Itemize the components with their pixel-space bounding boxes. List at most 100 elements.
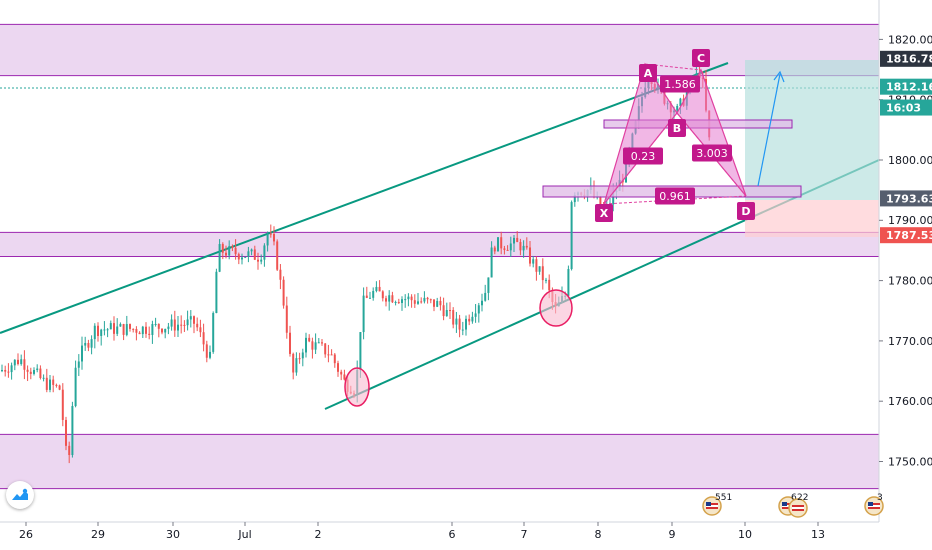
us-flag-event-icon[interactable]: 551 [702, 493, 732, 516]
candle [42, 374, 45, 382]
channel-upper-line [0, 62, 729, 334]
candle [516, 231, 519, 243]
pattern-point-b: B [673, 122, 681, 135]
candle [372, 287, 375, 301]
candle [541, 258, 544, 290]
tradingview-logo-icon[interactable] [6, 481, 34, 509]
x-tick-label: 8 [595, 528, 602, 541]
candle [20, 354, 23, 366]
candle [433, 299, 435, 312]
candle [125, 315, 128, 337]
x-tick-label: Jul [237, 528, 251, 541]
candle [404, 294, 407, 308]
candle [45, 368, 48, 393]
candle [423, 291, 426, 304]
candle [388, 290, 391, 311]
candle [241, 253, 243, 265]
candle [148, 326, 151, 340]
candle [81, 336, 83, 370]
candle [55, 383, 58, 388]
candle [487, 277, 490, 301]
position-target-area [745, 60, 879, 200]
y-tick-label: 1800.00 [888, 154, 932, 167]
candle [317, 338, 320, 344]
candle [49, 375, 51, 393]
event-count: 551 [715, 493, 732, 503]
candle [260, 254, 263, 265]
us-flag-event-icon[interactable]: 22 [788, 493, 808, 518]
position-stop-area [745, 200, 879, 237]
candle [68, 441, 71, 464]
candle [161, 328, 163, 335]
candle [522, 240, 525, 258]
candle [199, 319, 202, 338]
candle [567, 265, 570, 299]
candle [36, 364, 39, 373]
candle [97, 322, 99, 342]
x-tick-label: 2 [315, 528, 322, 541]
pattern-point-a: A [644, 67, 653, 80]
candle [324, 342, 327, 358]
candle [177, 315, 179, 338]
zone-2 [0, 434, 879, 489]
event-count: 6 [791, 493, 797, 503]
candle [337, 360, 339, 377]
candle [391, 291, 394, 304]
y-tick-label: 1760.00 [888, 395, 932, 408]
candle [250, 248, 253, 256]
long-position-tool [745, 60, 879, 237]
svg-text:1793.63: 1793.63 [886, 192, 932, 205]
time-axis[interactable]: 26 29 30 Jul 2 6 7 8 9 10 13 [0, 521, 932, 550]
price-label: 1816.78 [880, 50, 932, 67]
x-tick-label: 10 [738, 528, 752, 541]
candle [500, 231, 503, 255]
candle [269, 224, 272, 238]
us-flag-event-icon[interactable]: 3 [864, 493, 884, 516]
candle [308, 334, 311, 343]
candle [77, 354, 80, 377]
x-tick-label: 26 [19, 528, 33, 541]
candle [225, 245, 227, 259]
x-tick-label: 9 [669, 528, 676, 541]
candle [154, 317, 157, 327]
candle [471, 311, 474, 324]
candle [458, 314, 461, 338]
candle [90, 335, 93, 355]
candle [375, 281, 378, 293]
candle [39, 365, 42, 380]
price-label: 1812.16 [880, 78, 932, 95]
candle [378, 280, 381, 292]
candle [276, 239, 279, 271]
candle [365, 286, 368, 299]
candle [397, 298, 400, 305]
harmonic-pattern-xabcd: 1.586 0.23 3.003 0.961 X A B C D [542, 49, 802, 222]
price-label: 1793.63 [880, 190, 932, 207]
candle [145, 322, 147, 338]
candle [183, 320, 186, 332]
candle [301, 348, 304, 367]
candle [87, 339, 90, 352]
candle [138, 331, 141, 335]
candle [535, 256, 538, 281]
candle [26, 365, 29, 382]
candle [327, 344, 330, 363]
candle [253, 245, 256, 261]
candle [676, 103, 679, 113]
candle [333, 353, 336, 368]
pattern-point-c: C [697, 52, 705, 65]
candle [257, 252, 259, 270]
candle [119, 322, 122, 327]
candle [113, 316, 115, 341]
candle [58, 384, 61, 391]
price-axis[interactable]: 1820.001810.001800.001790.001780.001770.… [878, 0, 932, 550]
candle [221, 242, 224, 260]
x-tick-label: 29 [91, 528, 105, 541]
candle [170, 314, 173, 331]
candle [570, 200, 573, 271]
candle [426, 296, 429, 304]
y-tick-label: 1770.00 [888, 335, 932, 348]
candle [209, 345, 211, 360]
candle [362, 287, 365, 340]
candle [215, 268, 218, 314]
